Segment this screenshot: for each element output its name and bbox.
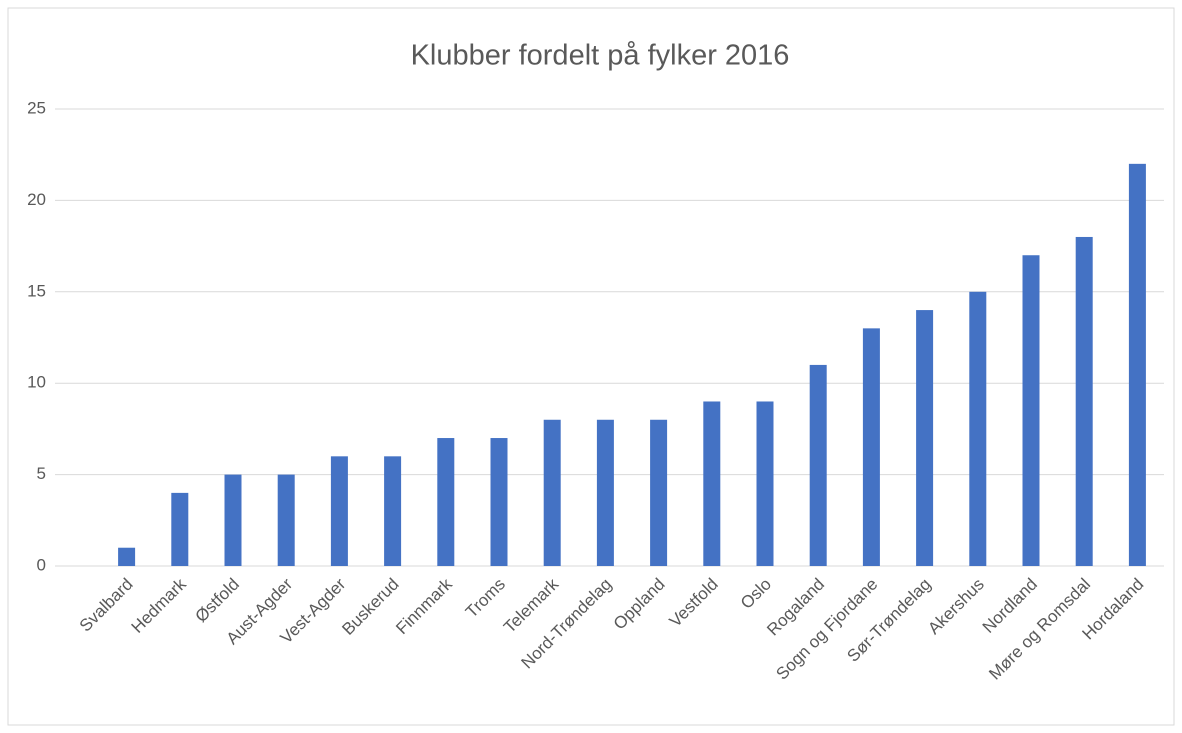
bar	[596, 419, 614, 566]
bar	[330, 456, 348, 566]
bar	[437, 438, 455, 566]
bar	[756, 401, 774, 566]
y-tick-label: 20	[27, 190, 46, 209]
bar	[543, 419, 561, 566]
bar	[1022, 255, 1040, 567]
bar	[1075, 236, 1093, 566]
bar	[916, 310, 934, 566]
bar	[384, 456, 402, 566]
bar	[171, 492, 189, 566]
bar	[862, 328, 880, 566]
bar	[224, 474, 242, 566]
bar	[809, 364, 827, 566]
bar	[1128, 163, 1146, 566]
bar	[118, 547, 136, 566]
y-tick-label: 10	[27, 373, 46, 392]
y-tick-label: 5	[37, 464, 46, 483]
y-tick-label: 25	[27, 98, 46, 117]
bar	[650, 419, 668, 566]
bar	[969, 291, 987, 566]
y-tick-label: 15	[27, 281, 46, 300]
bar	[277, 474, 295, 566]
bar	[703, 401, 721, 566]
y-tick-label: 0	[37, 555, 46, 574]
bar	[490, 438, 508, 566]
chart-title: Klubber fordelt på fylker 2016	[411, 40, 790, 72]
